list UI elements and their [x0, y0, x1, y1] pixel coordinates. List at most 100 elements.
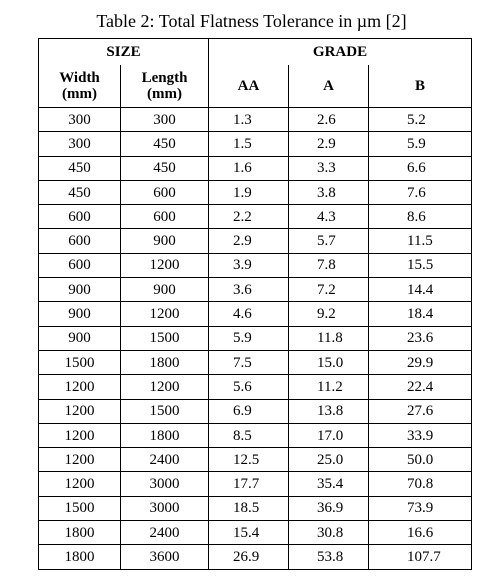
table-row: 450 450 1.6 3.3 6.6	[38, 155, 473, 181]
table-row: 1500 3000 18.5 36.9 73.9	[38, 495, 473, 522]
width-cell: 450	[38, 179, 121, 206]
grade-a-cell: 3.3	[288, 155, 370, 181]
grade-b-cell: 11.5	[368, 228, 473, 254]
grade-aa-cell: 17.7	[208, 471, 290, 497]
width-cell: 900	[38, 301, 121, 327]
length-cell: 900	[119, 277, 210, 303]
grade-header: GRADE	[208, 38, 473, 65]
table-row: 1200 2400 12.5 25.0 50.0	[38, 447, 473, 473]
grade-b-cell: 27.6	[368, 398, 473, 424]
grade-aa-cell: 3.9	[208, 252, 290, 279]
grade-aa-cell: 5.9	[208, 325, 290, 351]
grade-b-cell: 50.0	[368, 447, 473, 473]
grade-a-cell: 7.2	[288, 277, 370, 303]
grade-a-cell: 25.0	[288, 447, 370, 473]
width-cell: 1200	[38, 447, 121, 473]
length-cell: 1200	[119, 301, 210, 327]
grade-aa-cell: 7.5	[208, 349, 290, 376]
table-row: 300 450 1.5 2.9 5.9	[38, 131, 473, 157]
table-row: 1800 2400 15.4 30.8 16.6	[38, 520, 473, 546]
grade-a-cell: 53.8	[288, 544, 370, 570]
grade-a-cell: 30.8	[288, 520, 370, 546]
grade-a-cell: 4.3	[288, 204, 370, 230]
table-row: 450 600 1.9 3.8 7.6	[38, 179, 473, 206]
width-cell: 1200	[38, 422, 121, 449]
table-row: 1200 1200 5.6 11.2 22.4	[38, 374, 473, 400]
width-cell: 1800	[38, 520, 121, 546]
grade-a-cell: 35.4	[288, 471, 370, 497]
grade-a-cell: 9.2	[288, 301, 370, 327]
length-cell: 450	[119, 131, 210, 157]
table-row: 900 1200 4.6 9.2 18.4	[38, 301, 473, 327]
grade-a-cell: 2.6	[288, 106, 370, 133]
width-cell: 600	[38, 204, 121, 230]
length-cell: 450	[119, 155, 210, 181]
grade-b-cell: 107.7	[368, 544, 473, 570]
length-cell: 1800	[119, 349, 210, 376]
table-row: 1500 1800 7.5 15.0 29.9	[38, 349, 473, 376]
grade-b-cell: 7.6	[368, 179, 473, 206]
length-cell: 1200	[119, 252, 210, 279]
grade-a-cell: 5.7	[288, 228, 370, 254]
grade-a-cell: 36.9	[288, 495, 370, 522]
width-cell: 300	[38, 106, 121, 133]
length-cell: 3000	[119, 495, 210, 522]
width-header: Width (mm)	[38, 65, 121, 108]
length-cell: 3600	[119, 544, 210, 570]
grade-b-cell: 5.9	[368, 131, 473, 157]
table-row: 300 300 1.3 2.6 5.2	[38, 106, 473, 133]
grade-a-cell: 11.8	[288, 325, 370, 351]
grade-b-cell: 6.6	[368, 155, 473, 181]
header-row-columns: Width (mm) Length (mm) AA A B	[38, 65, 473, 108]
grade-b-header: B	[368, 65, 473, 108]
grade-aa-cell: 4.6	[208, 301, 290, 327]
length-cell: 1500	[119, 325, 210, 351]
grade-a-cell: 3.8	[288, 179, 370, 206]
grade-a-cell: 13.8	[288, 398, 370, 424]
grade-a-cell: 17.0	[288, 422, 370, 449]
grade-aa-cell: 5.6	[208, 374, 290, 400]
grade-a-cell: 2.9	[288, 131, 370, 157]
length-cell: 3000	[119, 471, 210, 497]
table-row: 1800 3600 26.9 53.8 107.7	[38, 544, 473, 570]
grade-b-cell: 14.4	[368, 277, 473, 303]
grade-aa-cell: 6.9	[208, 398, 290, 424]
length-cell: 1200	[119, 374, 210, 400]
grade-aa-cell: 2.2	[208, 204, 290, 230]
grade-b-cell: 29.9	[368, 349, 473, 376]
length-cell: 900	[119, 228, 210, 254]
width-cell: 1200	[38, 374, 121, 400]
grade-b-cell: 15.5	[368, 252, 473, 279]
length-cell: 1800	[119, 422, 210, 449]
width-cell: 600	[38, 228, 121, 254]
width-cell: 1500	[38, 349, 121, 376]
width-cell: 1500	[38, 495, 121, 522]
table-row: 600 600 2.2 4.3 8.6	[38, 204, 473, 230]
size-header: SIZE	[37, 38, 210, 65]
grade-aa-cell: 1.9	[208, 179, 290, 206]
table-row: 1200 3000 17.7 35.4 70.8	[38, 471, 473, 497]
grade-a-cell: 11.2	[288, 374, 370, 400]
width-cell: 450	[38, 155, 121, 181]
width-cell: 600	[38, 252, 121, 279]
flatness-tolerance-table: SIZE GRADE Width (mm) Length (mm) AA A B…	[37, 38, 473, 570]
width-cell: 1200	[38, 471, 121, 497]
grade-aa-cell: 18.5	[208, 495, 290, 522]
table-row: 900 1500 5.9 11.8 23.6	[38, 325, 473, 351]
grade-aa-cell: 15.4	[208, 520, 290, 546]
table-body: SIZE GRADE Width (mm) Length (mm) AA A B…	[37, 38, 473, 570]
grade-b-cell: 18.4	[368, 301, 473, 327]
length-cell: 600	[119, 204, 210, 230]
grade-aa-cell: 2.9	[208, 228, 290, 254]
length-cell: 300	[119, 106, 210, 133]
header-row-group: SIZE GRADE	[37, 38, 473, 65]
table-row: 1200 1500 6.9 13.8 27.6	[38, 398, 473, 424]
grade-a-header: A	[288, 65, 370, 108]
width-cell: 300	[38, 131, 121, 157]
grade-aa-cell: 1.3	[208, 106, 290, 133]
table-row: 1200 1800 8.5 17.0 33.9	[38, 422, 473, 449]
width-cell: 900	[38, 325, 121, 351]
width-cell: 900	[38, 277, 121, 303]
table-row: 600 1200 3.9 7.8 15.5	[38, 252, 473, 279]
grade-b-cell: 8.6	[368, 204, 473, 230]
